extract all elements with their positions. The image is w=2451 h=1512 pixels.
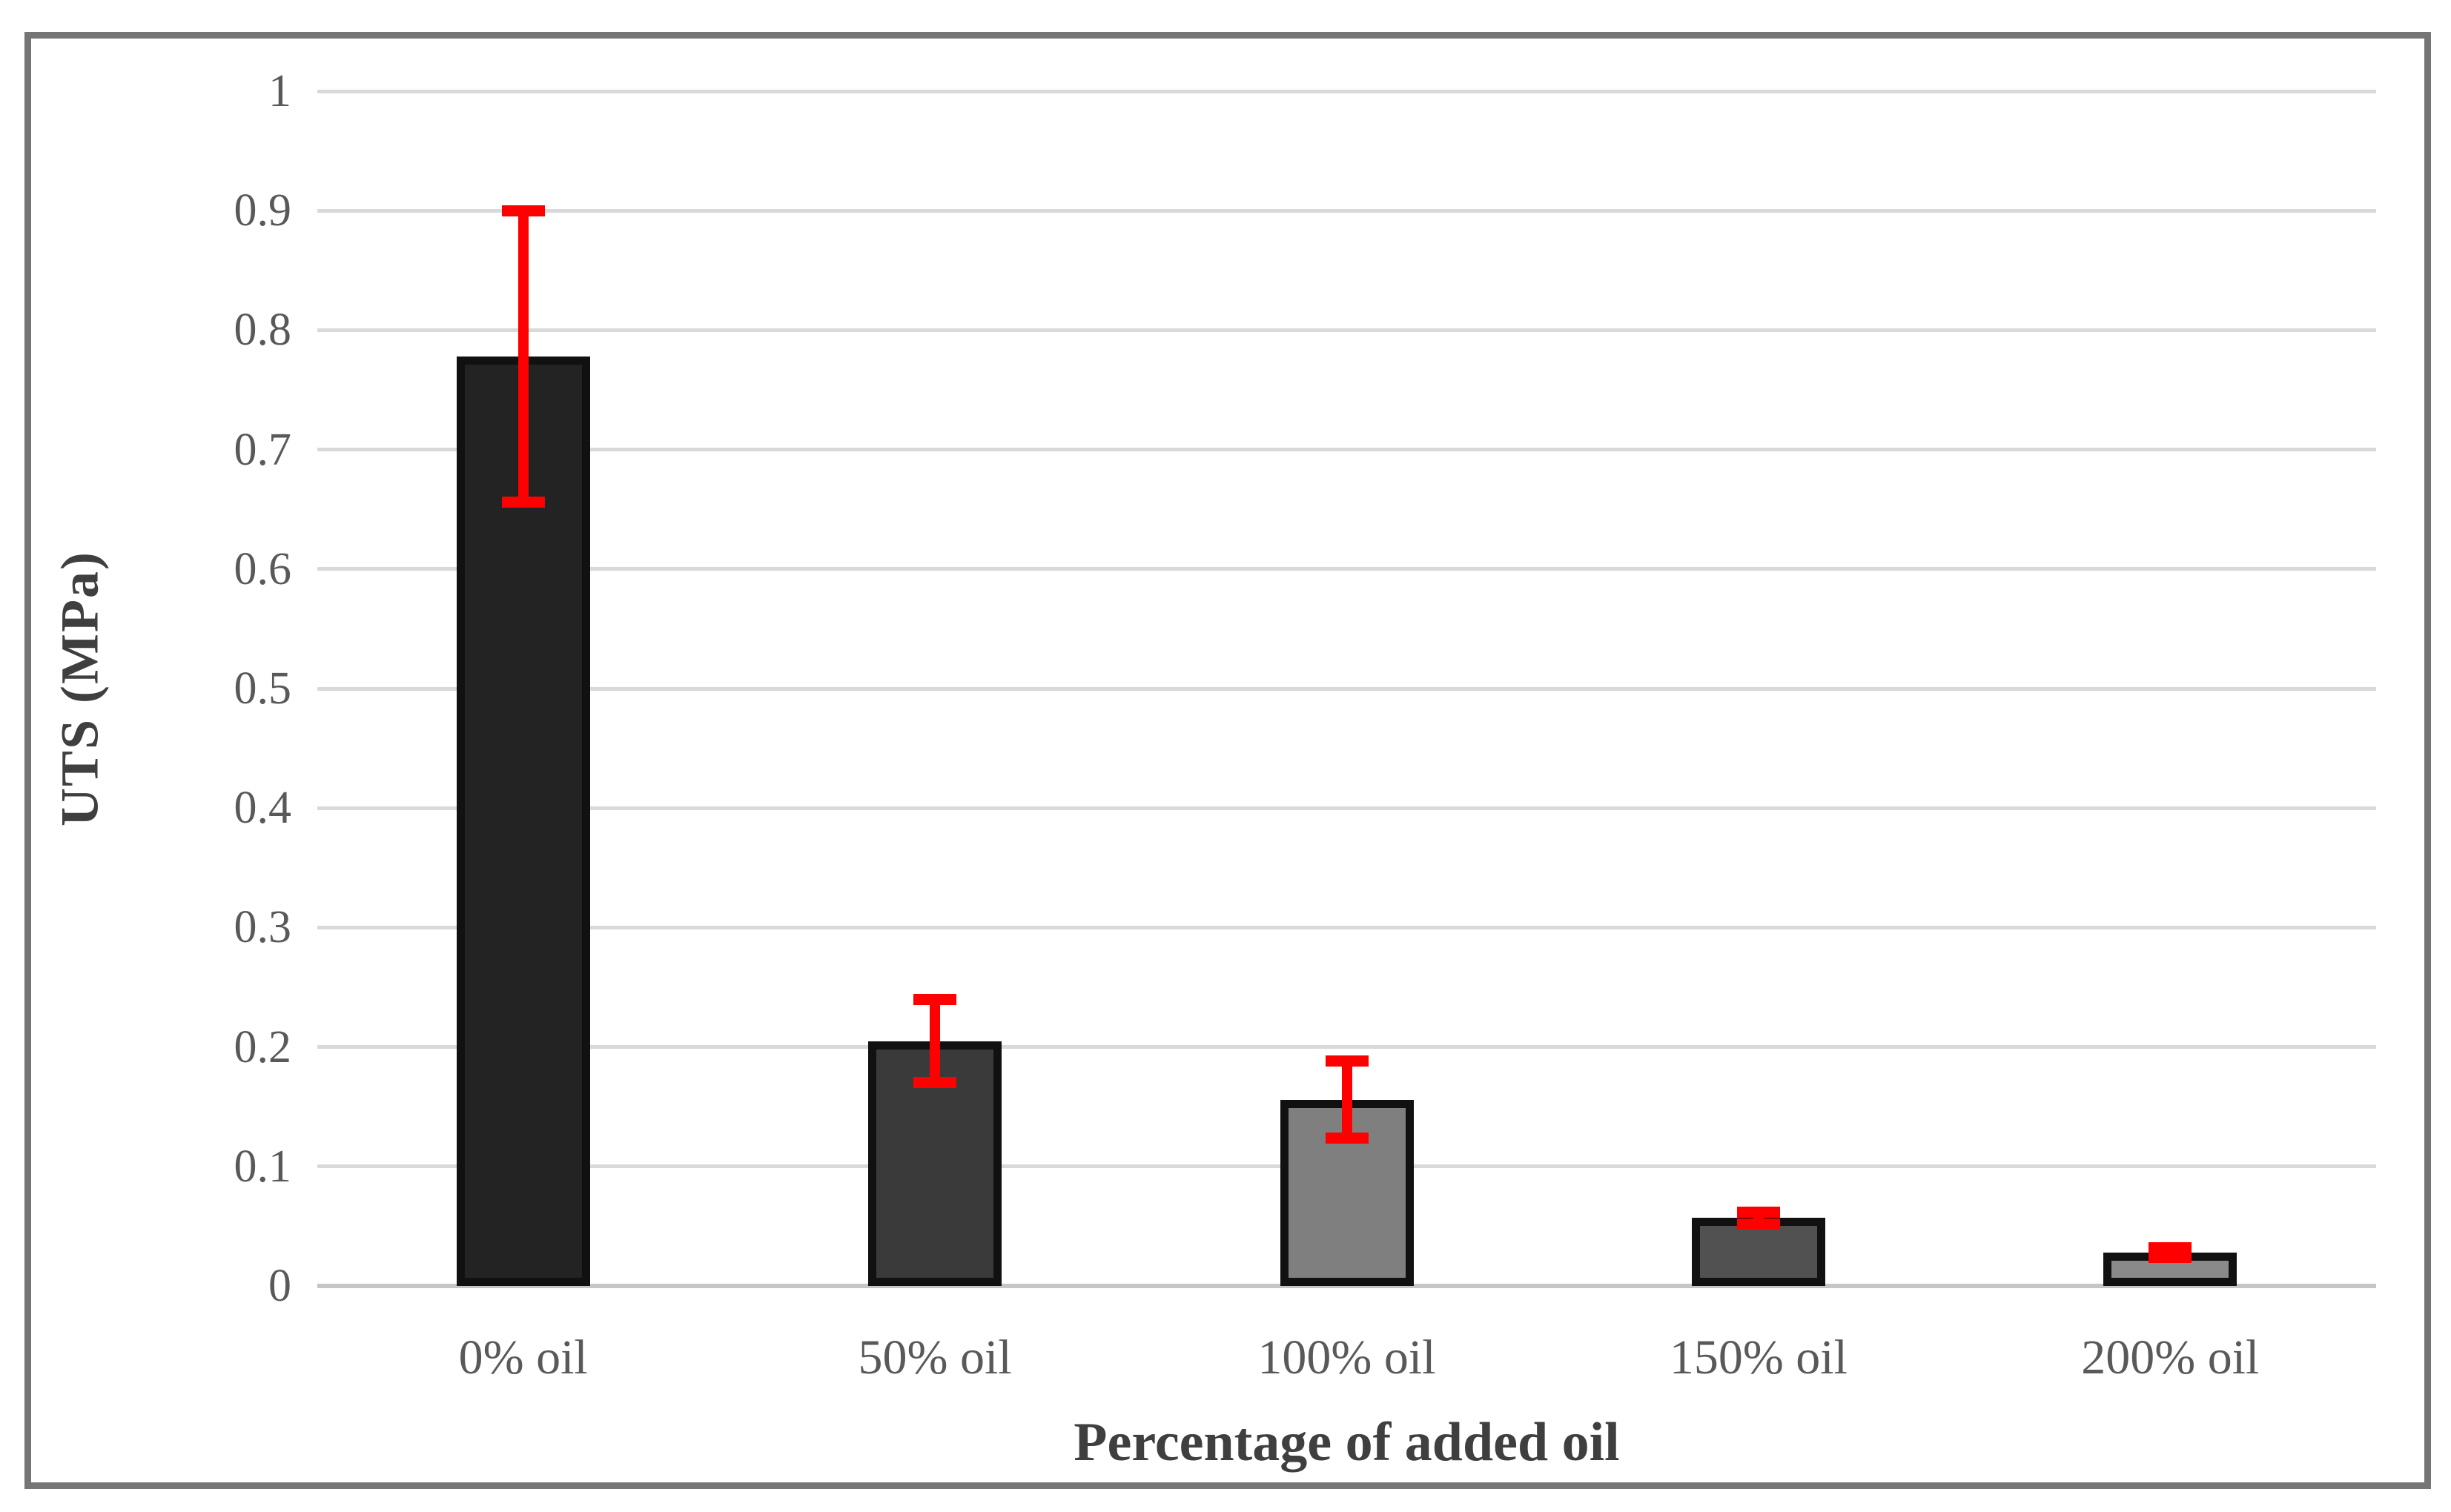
error-bar-cap-bottom — [501, 497, 545, 508]
y-tick-label: 1 — [268, 66, 291, 116]
y-tick-label: 0 — [268, 1261, 291, 1311]
error-bar-cap-top — [1325, 1055, 1369, 1067]
gridline — [317, 686, 2376, 691]
gridline — [317, 448, 2376, 452]
error-bar-cap-top — [2149, 1241, 2192, 1253]
gridline — [317, 567, 2376, 571]
error-bar-cap-bottom — [1325, 1132, 1369, 1144]
x-axis-line — [317, 1284, 2376, 1288]
x-axis-title: Percentage of added oil — [1074, 1412, 1620, 1473]
error-bar-line — [930, 999, 941, 1083]
x-tick-label: 50% oil — [858, 1330, 1012, 1385]
error-bar-line — [1341, 1061, 1352, 1138]
gridline — [317, 328, 2376, 332]
error-bar-cap-bottom — [2149, 1251, 2192, 1263]
gridline — [317, 925, 2376, 929]
error-bar-cap-bottom — [1736, 1218, 1780, 1230]
gridline — [317, 208, 2376, 213]
y-tick-label: 0.2 — [234, 1021, 292, 1072]
y-tick-label: 0.6 — [234, 543, 292, 594]
gridline — [317, 89, 2376, 93]
error-bar-cap-top — [1736, 1206, 1780, 1218]
gridline — [317, 806, 2376, 810]
error-bar-line — [517, 210, 529, 503]
y-tick-label: 0.5 — [234, 663, 292, 714]
y-tick-label: 0.8 — [234, 305, 292, 356]
error-bar-cap-bottom — [913, 1077, 957, 1089]
gridline — [317, 1045, 2376, 1050]
y-tick-label: 0.4 — [234, 783, 292, 834]
x-tick-label: 100% oil — [1257, 1330, 1436, 1385]
x-tick-label: 0% oil — [458, 1330, 588, 1385]
y-tick-label: 0.7 — [234, 424, 292, 475]
y-tick-label: 0.9 — [234, 185, 292, 236]
y-tick-label: 0.3 — [234, 902, 292, 953]
chart-frame-border — [24, 32, 2431, 1489]
y-tick-label: 0.1 — [234, 1141, 292, 1192]
error-bar-cap-top — [501, 205, 545, 216]
x-tick-label: 200% oil — [2081, 1330, 2260, 1385]
error-bar-cap-top — [913, 993, 957, 1005]
x-tick-label: 150% oil — [1669, 1330, 1848, 1385]
bar — [456, 356, 590, 1286]
